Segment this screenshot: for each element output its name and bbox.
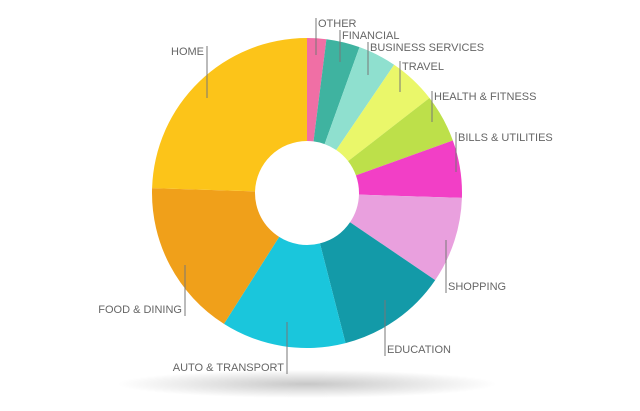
slice-label: SHOPPING (448, 281, 506, 293)
slice (223, 236, 346, 348)
slice-label: HEALTH & FITNESS (434, 91, 536, 103)
slice (152, 38, 307, 192)
slice-label: AUTO & TRANSPORT (173, 362, 285, 374)
slice-label: FINANCIAL (342, 30, 399, 42)
slice-label: OTHER (318, 18, 357, 30)
slice (319, 222, 436, 344)
slice-label: FOOD & DINING (98, 304, 182, 316)
slice (348, 98, 453, 176)
slice (355, 140, 462, 198)
slice-label: EDUCATION (387, 344, 451, 356)
slice (324, 47, 395, 150)
slice (307, 37, 327, 142)
slice-label: HOME (171, 46, 204, 58)
slice (313, 39, 360, 145)
slice (350, 194, 462, 281)
slice-label: BILLS & UTILITIES (458, 132, 553, 144)
slice-label: TRAVEL (402, 61, 444, 73)
slice (152, 188, 280, 324)
slice (336, 64, 430, 162)
slice-label: BUSINESS SERVICES (370, 42, 484, 54)
shadow (117, 370, 497, 398)
